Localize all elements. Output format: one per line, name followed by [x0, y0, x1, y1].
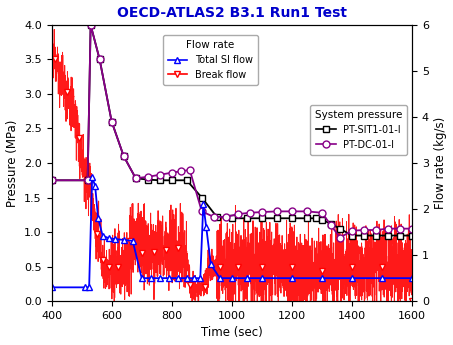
Legend: PT-SIT1-01-I, PT-DC-01-I: PT-SIT1-01-I, PT-DC-01-I — [310, 105, 407, 155]
Y-axis label: Pressure (MPa): Pressure (MPa) — [5, 119, 19, 207]
Y-axis label: Flow rate (kg/s): Flow rate (kg/s) — [434, 117, 448, 209]
X-axis label: Time (sec): Time (sec) — [201, 326, 263, 339]
Title: OECD-ATLAS2 B3.1 Run1 Test: OECD-ATLAS2 B3.1 Run1 Test — [117, 6, 347, 20]
